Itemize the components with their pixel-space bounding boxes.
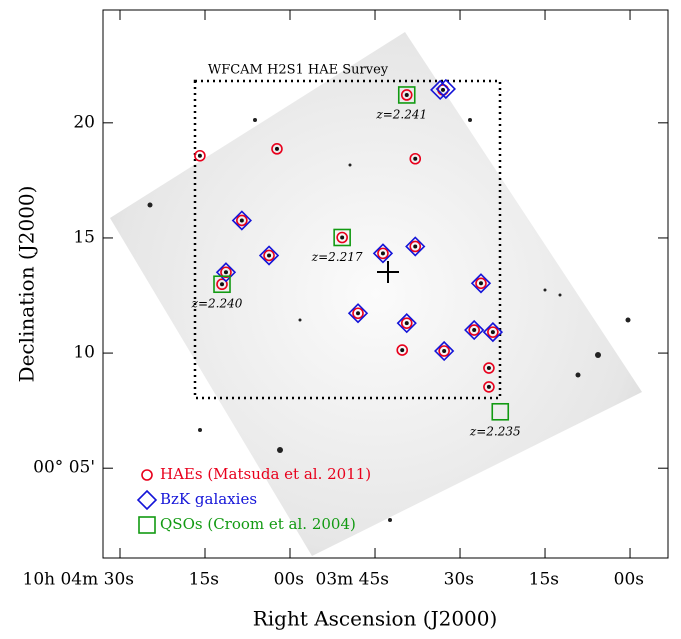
survey-title: WFCAM H2S1 HAE Survey: [208, 63, 389, 78]
x-tick-label: 00s: [614, 570, 644, 590]
legend-label: QSOs (Croom et al. 2004): [160, 515, 356, 533]
y-tick-label: 10: [73, 343, 95, 363]
qso-marker: [139, 517, 155, 533]
hae-source: [356, 311, 360, 315]
bzk-marker: [138, 491, 156, 509]
hae-source: [198, 154, 202, 158]
hae-source: [441, 88, 445, 92]
hae-source: [275, 147, 279, 151]
hae-source: [487, 366, 491, 370]
hae-source: [413, 244, 417, 248]
x-axis-label: Right Ascension (J2000): [253, 607, 498, 631]
hae-source: [413, 157, 417, 161]
y-tick-label: 20: [73, 112, 95, 132]
redshift-label: z=2.235: [469, 424, 521, 438]
x-tick-label: 03m 45s: [316, 570, 390, 590]
redshift-label: z=2.241: [375, 107, 427, 121]
redshift-label: z=2.217: [311, 250, 363, 264]
y-tick-label: 15: [73, 227, 95, 247]
hae-source: [472, 328, 476, 332]
hae-source: [405, 93, 409, 97]
y-tick-label: 00° 05': [33, 458, 95, 478]
x-tick-label: 15s: [189, 570, 219, 590]
chart: WFCAM H2S1 HAE Survey Right Ascension (J…: [0, 0, 681, 635]
hae-source: [267, 253, 271, 257]
hae-source: [491, 330, 495, 334]
hae-source: [479, 281, 483, 285]
x-tick-label: 10h 04m 30s: [23, 570, 135, 590]
hae-source: [224, 270, 228, 274]
hae-marker: [142, 470, 152, 480]
legend-label: BzK galaxies: [160, 490, 257, 508]
y-axis-label: Declination (J2000): [15, 186, 39, 383]
x-tick-label: 15s: [529, 570, 559, 590]
hae-source: [442, 349, 446, 353]
x-tick-label: 00s: [274, 570, 304, 590]
hae-source: [400, 348, 404, 352]
hae-source: [240, 218, 244, 222]
legend-label: HAEs (Matsuda et al. 2011): [160, 465, 371, 483]
hae-source: [340, 235, 344, 239]
hae-source: [487, 385, 491, 389]
hae-source: [381, 251, 385, 255]
hae-source: [405, 321, 409, 325]
redshift-label: z=2.240: [191, 297, 243, 311]
x-tick-label: 30s: [444, 570, 474, 590]
hae-source: [220, 282, 224, 286]
